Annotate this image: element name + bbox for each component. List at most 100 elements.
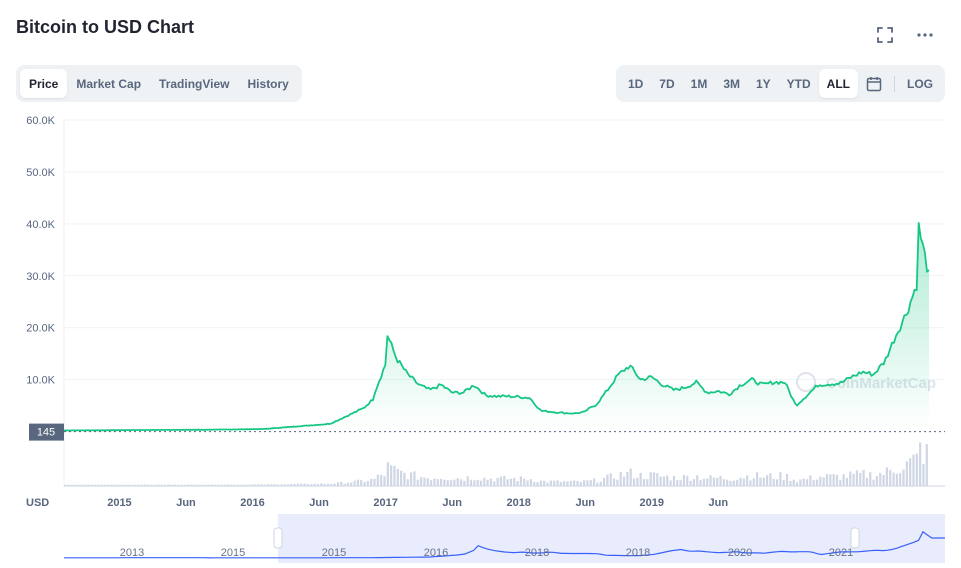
volume-bar [123,484,127,486]
volume-bar [253,484,256,486]
volume-bar [606,474,609,486]
volume-bar [383,476,386,486]
volume-bar [496,478,499,486]
range-1m[interactable]: 1M [690,76,708,91]
volume-bar [546,482,549,486]
volume-bar [885,467,888,486]
volume-bar [892,472,895,486]
volume-bar [306,484,310,486]
volume-bar [642,479,646,486]
y-axis-unit-label: USD [26,497,49,509]
tab-history[interactable]: History [247,76,289,91]
volume-bar [303,483,306,486]
more-horizontal-icon[interactable] [914,24,936,46]
volume-bar [825,474,829,486]
volume-bar [499,476,503,486]
volume-bar [150,484,153,486]
volume-bar [227,484,230,486]
volume-bar [802,478,805,486]
y-tick-label: 40.0K [26,219,55,231]
volume-bar [360,480,363,486]
volume-bar [260,484,263,486]
log-scale-toggle[interactable]: LOG [907,76,933,91]
volume-bar [822,477,825,486]
volume-bar [133,484,137,486]
volume-bar [280,484,283,486]
volume-bar [73,484,77,486]
volume-bar [433,478,436,486]
volume-bar [300,483,303,486]
volume-bar [612,478,616,486]
volume-bar [809,475,812,486]
volume-bar [716,477,719,486]
x-tick-label: 2017 [373,497,397,509]
volume-bar [426,478,429,486]
volume-bar [799,479,802,486]
volume-bar [579,482,582,486]
range-3m[interactable]: 3M [723,76,740,91]
volume-bar [909,458,912,486]
volume-bar [656,473,659,486]
volume-bar [749,480,752,486]
volume-bar [113,484,117,486]
volume-bar [839,479,842,486]
volume-bar [513,477,516,486]
price-area-fill [64,222,929,432]
volume-bar [100,484,103,486]
volume-bar [666,475,669,486]
volume-bar [805,479,809,486]
volume-bar [702,478,705,486]
range-all[interactable]: ALL [818,69,858,98]
volume-bar [250,484,253,486]
volume-bar [147,484,150,486]
volume-bar [845,477,849,486]
volume-bar [446,480,449,486]
navigator-handle[interactable] [850,527,860,549]
volume-bar [736,479,739,486]
range-1d[interactable]: 1D [627,76,644,91]
volume-bar [469,479,473,486]
volume-bar [243,484,246,486]
range-1y[interactable]: 1Y [755,76,771,91]
volume-bar [83,484,87,486]
volume-bar [662,476,666,486]
x-tick-label: Jun [176,497,196,509]
x-tick-label: 2015 [107,497,131,509]
volume-bar [722,479,725,486]
volume-bar [632,478,636,486]
volume-bar [872,479,875,486]
volume-bar [240,484,243,486]
navigator-handle[interactable] [273,527,283,549]
volume-bar [855,470,859,486]
volume-bar [233,484,236,486]
volume-bar [679,480,682,486]
volume-bar [779,472,782,486]
volume-bar [276,484,280,486]
volume-bar [782,479,785,486]
volume-bar [756,472,759,486]
volume-bar [925,443,928,486]
tab-market-cap[interactable]: Market Cap [76,76,142,91]
volume-bar [386,462,389,486]
volume-bar [602,477,606,486]
volume-bar [419,477,423,486]
volume-bar [127,484,130,486]
volume-bar [559,482,562,486]
x-tick-label: Jun [709,497,729,509]
tab-tradingview[interactable]: TradingView [159,76,230,91]
volume-bar [346,482,349,486]
chart-view-tabs: Price Market Cap TradingView History [16,65,302,102]
calendar-icon[interactable] [858,69,890,98]
volume-bar [70,484,73,486]
fullscreen-icon[interactable] [874,24,896,46]
volume-bar [566,481,569,486]
volume-bar [117,484,120,486]
volume-bar [423,477,426,486]
range-divider [894,75,895,92]
range-ytd[interactable]: YTD [786,76,811,91]
volume-bar [363,482,366,486]
tab-price[interactable]: Price [20,69,68,98]
x-tick-label: 2018 [506,497,530,509]
volume-bar [919,442,922,486]
range-7d[interactable]: 7D [659,76,675,91]
